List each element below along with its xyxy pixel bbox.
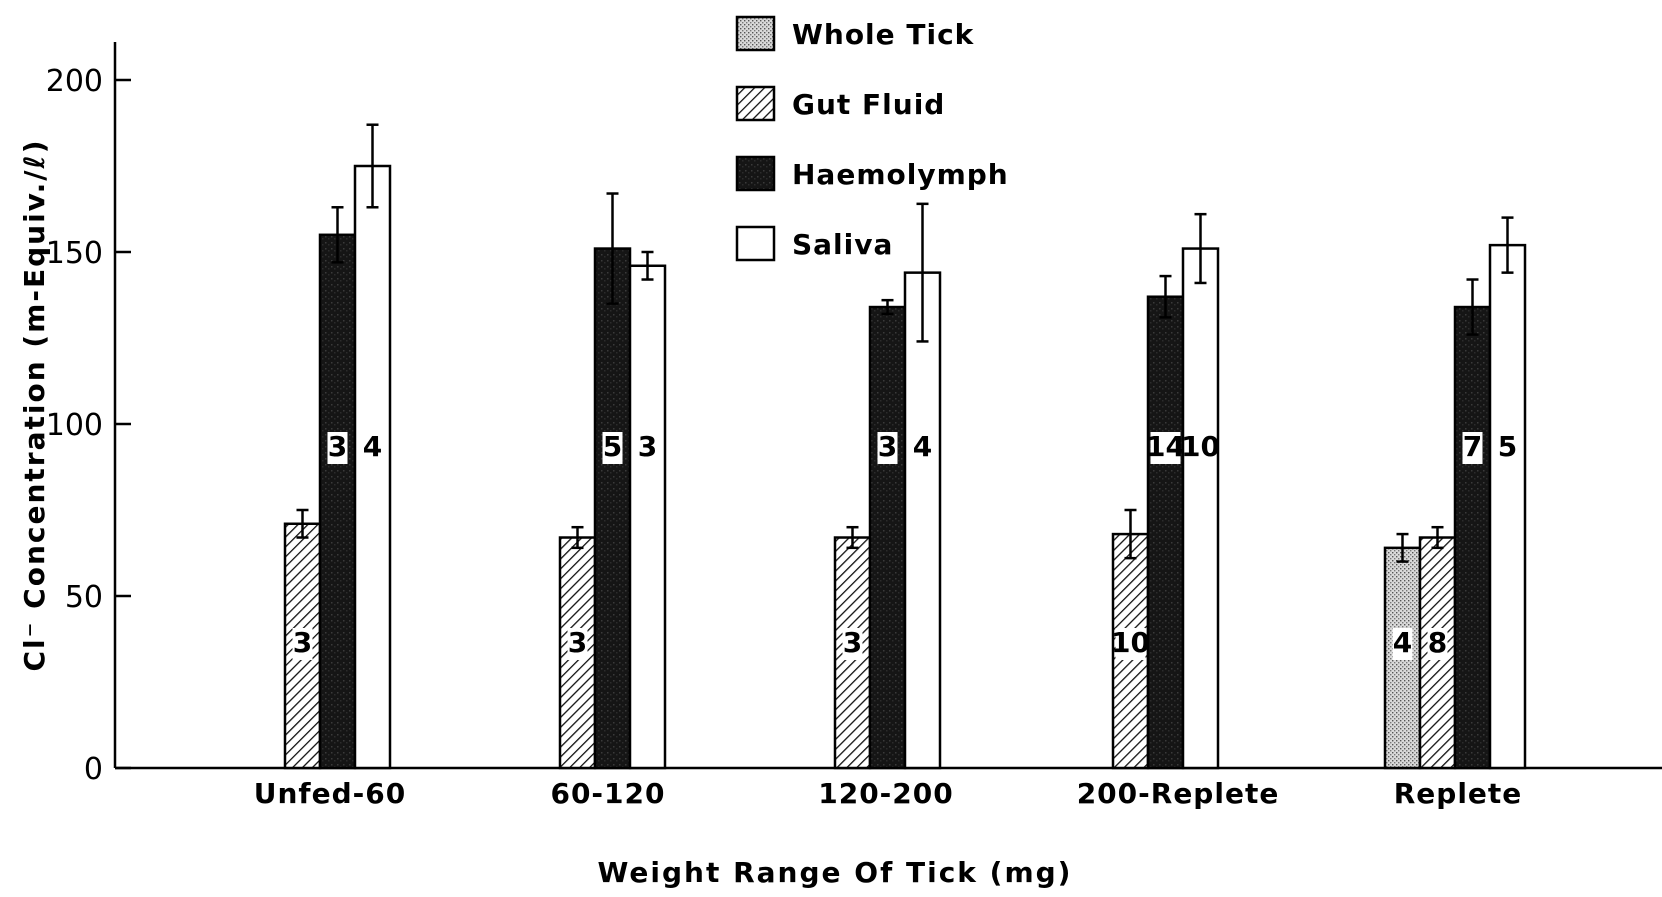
legend-swatch [735,85,776,122]
sample-size-label: 4 [363,430,382,463]
bars [283,123,1527,770]
y-tick-label: 150 [46,236,103,271]
legend-swatch [735,15,776,52]
y-tick-label: 200 [46,64,103,99]
bar-open [1181,247,1220,770]
bar-open [628,264,667,770]
sample-size-label: 8 [1428,626,1447,659]
sample-size-label: 10 [1181,430,1220,463]
x-category-label: Unfed-60 [254,777,406,810]
legend-label: Gut Fluid [792,88,945,121]
sample-size-box [877,432,898,464]
sample-size-box [1392,628,1413,660]
sample-size-box [842,628,863,660]
x-axis-title: Weight Range Of Tick (mg) [598,856,1073,889]
y-tick-label: 0 [84,752,103,787]
bar-solid [868,305,907,770]
sample-size-label: 14 [1146,430,1185,463]
sample-size-box [292,628,313,660]
sample-size-box [602,432,623,464]
sample-size-label: 4 [1393,626,1412,659]
sample-size-label: 5 [603,430,622,463]
sample-size-label: 10 [1111,626,1150,659]
sample-size-box [567,628,588,660]
bar-solid [318,233,357,770]
x-category-label: Replete [1394,777,1523,810]
x-category-label: 120-200 [818,777,954,810]
x-category-label: 60-120 [550,777,665,810]
sample-size-box [1115,628,1146,660]
sample-size-label: 3 [568,626,587,659]
y-tick-label: 50 [65,580,103,615]
bar-open [353,164,392,770]
sample-size-box [1150,432,1181,464]
legend: Whole Tick Gut Fluid Haemolymph Saliva [735,15,1009,262]
y-tick-label: 100 [46,408,103,443]
legend-label: Saliva [792,228,893,261]
x-category-label: 200-Replete [1077,777,1280,810]
sample-size-label: 3 [843,626,862,659]
sample-size-box [1427,628,1448,660]
axes: 0 50 100 150 200 Unfed-60 60-120 120-200 200-Rep… [46,42,1662,810]
bar-open [903,271,942,770]
legend-swatch [735,225,776,262]
sample-size-label: 4 [913,430,932,463]
bar-solid [1453,305,1492,770]
legend-swatch [735,155,776,192]
bar-solid [1146,295,1185,770]
sample-size-label: 7 [1463,430,1482,463]
sample-size-label: 5 [1498,430,1517,463]
sample-size-box [327,432,348,464]
sample-size-label: 3 [293,626,312,659]
legend-label: Haemolymph [792,158,1009,191]
sample-size-label: 3 [878,430,897,463]
sample-size-box [1462,432,1483,464]
sample-size-label: 3 [638,430,657,463]
bar-solid [593,247,632,770]
legend-label: Whole Tick [792,18,975,51]
bar-open [1488,243,1527,770]
sample-size-label: 3 [328,430,347,463]
y-axis-title: Cl⁻ Concentration (m-Equiv./ℓ) [18,138,51,671]
